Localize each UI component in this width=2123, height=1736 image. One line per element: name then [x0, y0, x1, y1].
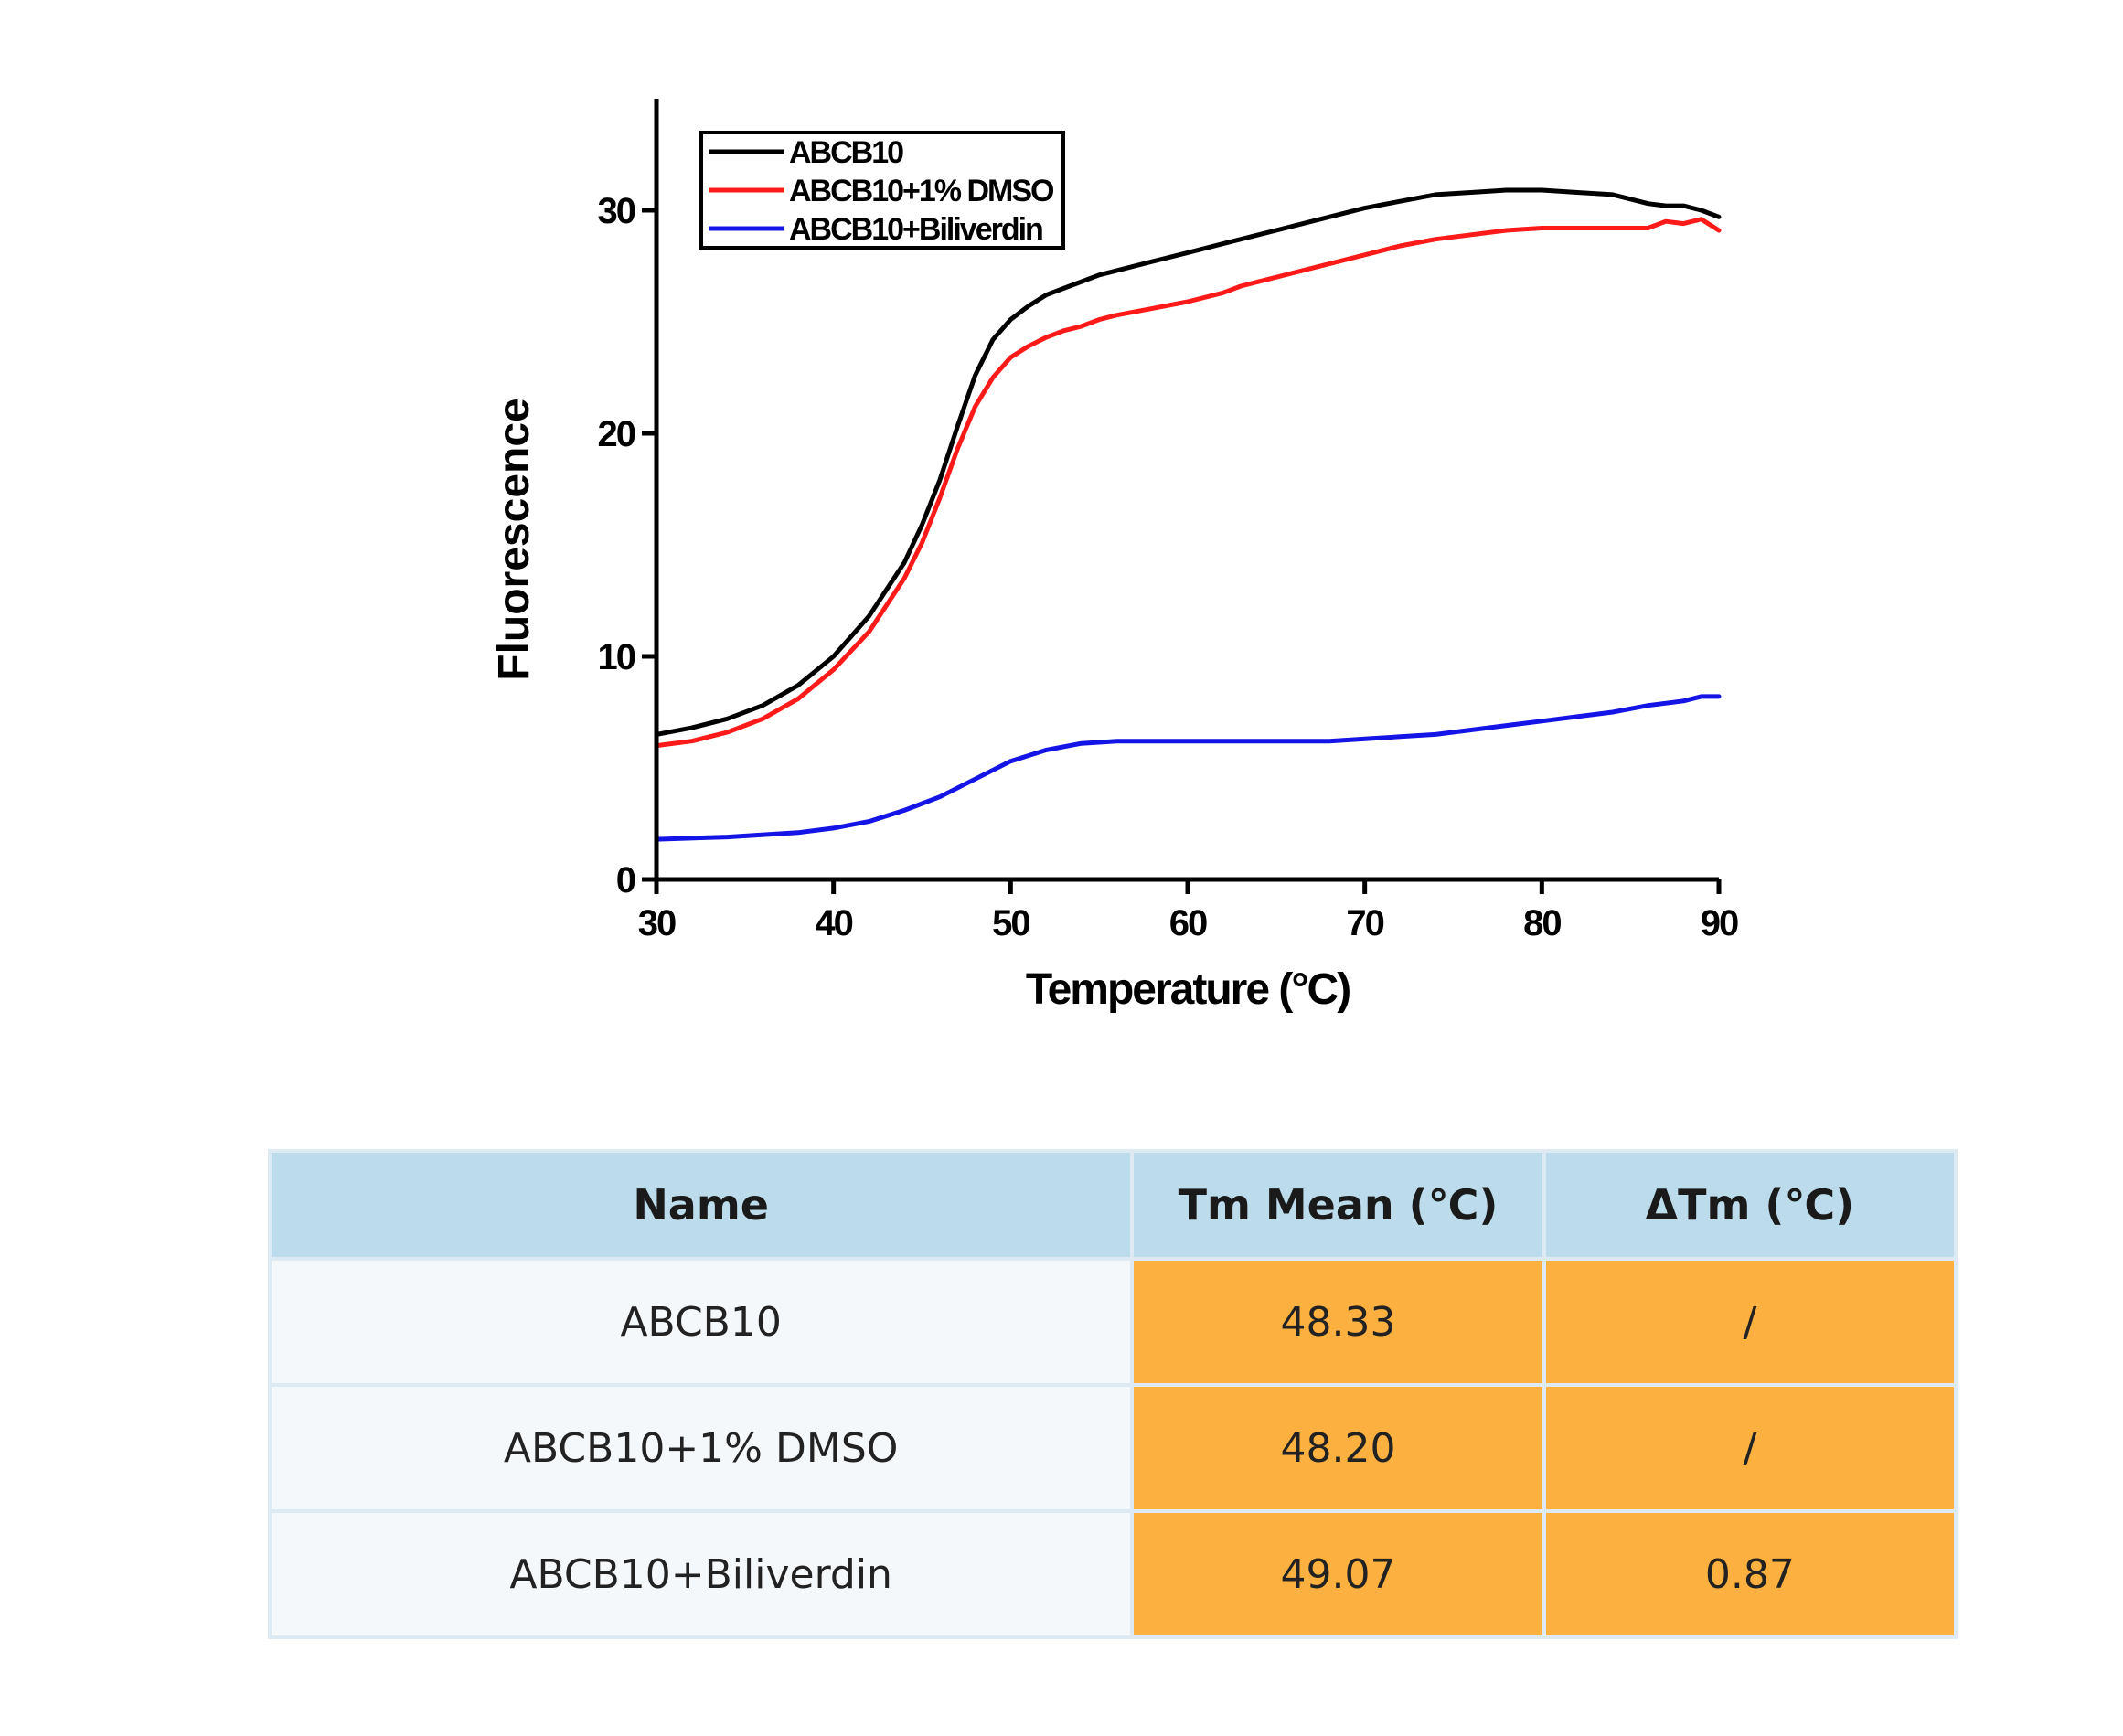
- legend-entries: ABCB10 ABCB10+1% DMSO ABCB10+Biliverdin: [709, 135, 1056, 247]
- series-line-2: [654, 217, 1722, 749]
- x-axis-label: Temperature (°C): [1026, 965, 1350, 1014]
- y-tick-label: 30: [598, 191, 635, 231]
- x-tick-label: 70: [1346, 903, 1383, 943]
- row-delta-tm: /: [1545, 1261, 1954, 1383]
- row-tm-mean: 48.33: [1134, 1261, 1542, 1383]
- table-header-row: Name Tm Mean (℃) ΔTm (℃): [272, 1153, 1954, 1257]
- row-name: ABCB10+Biliverdin: [272, 1513, 1131, 1635]
- y-tick-label: 10: [598, 637, 635, 677]
- table-row: ABCB10+1% DMSO 48.20 /: [272, 1387, 1954, 1509]
- column-header-tm-mean: Tm Mean (℃): [1134, 1153, 1542, 1257]
- legend-label: ABCB10+Biliverdin: [789, 212, 1042, 247]
- legend: ABCB10 ABCB10+1% DMSO ABCB10+Biliverdin: [699, 131, 1065, 250]
- x-tick-label: 30: [638, 903, 676, 943]
- x-tick-label: 40: [815, 903, 852, 943]
- y-tick-label: 0: [616, 860, 635, 900]
- y-ticks: 0 10 20 30: [598, 191, 656, 900]
- x-tick-label: 80: [1523, 903, 1561, 943]
- legend-label: ABCB10+1% DMSO: [789, 174, 1054, 208]
- row-delta-tm: 0.87: [1545, 1513, 1954, 1635]
- row-name: ABCB10+1% DMSO: [272, 1387, 1131, 1509]
- column-header-delta-tm: ΔTm (℃): [1545, 1153, 1954, 1257]
- column-header-name: Name: [272, 1153, 1131, 1257]
- y-tick-label: 20: [598, 414, 635, 454]
- plot-lines: [654, 187, 1722, 842]
- x-ticks: 30 40 50 60 70 80 90: [638, 879, 1740, 943]
- y-axis-label: Fluorescence: [490, 398, 539, 680]
- x-tick-label: 50: [992, 903, 1029, 943]
- row-delta-tm: /: [1545, 1387, 1954, 1509]
- x-tick-label: 60: [1169, 903, 1207, 943]
- row-tm-mean: 49.07: [1134, 1513, 1542, 1635]
- x-tick-label: 90: [1701, 903, 1738, 943]
- row-name: ABCB10: [272, 1261, 1131, 1383]
- legend-label: ABCB10: [789, 135, 903, 170]
- tm-results-table: Name Tm Mean (℃) ΔTm (℃) ABCB10 48.33 / …: [268, 1149, 1958, 1639]
- series-line-1: [654, 187, 1722, 737]
- row-tm-mean: 48.20: [1134, 1387, 1542, 1509]
- table-row: ABCB10 48.33 /: [272, 1261, 1954, 1383]
- table-row: ABCB10+Biliverdin 49.07 0.87: [272, 1513, 1954, 1635]
- series-line-3: [654, 694, 1722, 842]
